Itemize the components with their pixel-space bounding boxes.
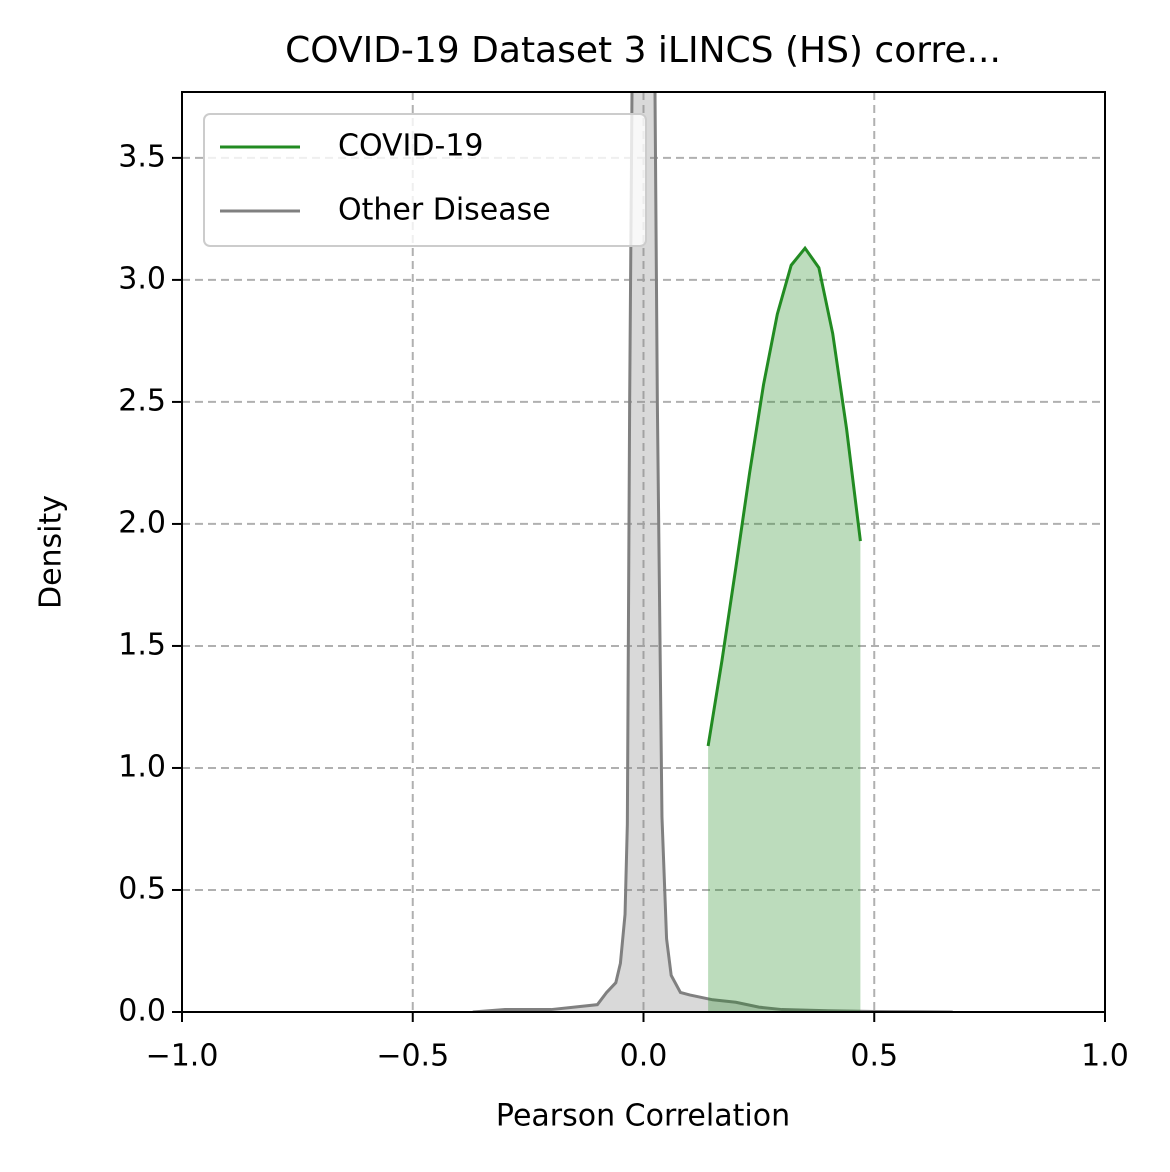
x-tick-label: −0.5	[376, 1039, 449, 1074]
y-axis-label: Density	[34, 495, 69, 609]
y-tick-label: 2.5	[118, 383, 166, 418]
y-tick-label: 1.0	[118, 749, 166, 784]
x-axis-label: Pearson Correlation	[496, 1099, 790, 1134]
density-line	[472, 92, 953, 1012]
y-tick-label: 1.5	[118, 627, 166, 662]
x-tick-label: −1.0	[146, 1039, 219, 1074]
y-tick-label: 3.5	[118, 139, 166, 174]
y-tick-label: 3.0	[118, 261, 166, 296]
x-tick-label: 0.5	[850, 1039, 898, 1074]
y-tick-label: 0.5	[118, 871, 166, 906]
y-tick-label: 0.0	[118, 994, 166, 1029]
plot-area	[472, 92, 953, 1012]
legend: COVID-19 Other Disease	[203, 113, 647, 247]
legend-label: COVID-19	[338, 129, 484, 164]
x-tick-label: 1.0	[1081, 1039, 1129, 1074]
y-tick-label: 2.0	[118, 505, 166, 540]
x-tick-label: 0.0	[620, 1039, 668, 1074]
density-area	[708, 248, 861, 1012]
density-line	[706, 245, 862, 747]
legend-label: Other Disease	[338, 193, 551, 228]
legend-box	[203, 113, 647, 247]
chart-title: COVID-19 Dataset 3 iLINCS (HS) corre...	[285, 30, 1001, 71]
